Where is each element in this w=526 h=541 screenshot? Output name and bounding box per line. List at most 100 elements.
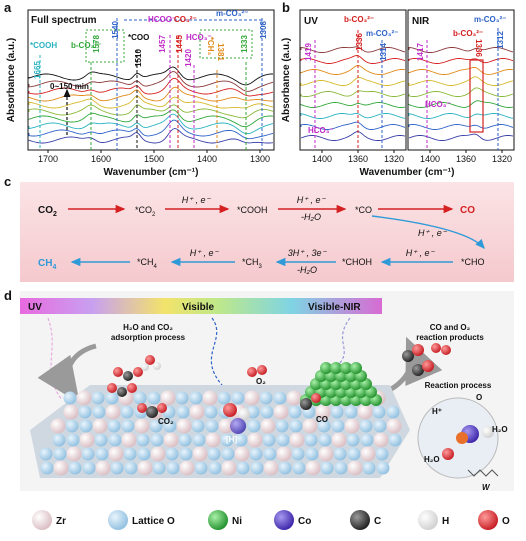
lattice-o-atom bbox=[150, 433, 164, 447]
legend-label: C bbox=[374, 516, 381, 527]
legend-label: Lattice O bbox=[132, 516, 175, 527]
ann-1308: 1308 bbox=[259, 21, 268, 39]
x-tick-label: 1360 bbox=[456, 154, 476, 164]
lattice-o-atom bbox=[108, 433, 122, 447]
ann-1540: 1540 bbox=[111, 21, 120, 39]
nir-1336-box bbox=[469, 59, 484, 133]
ann-coo: *COO bbox=[128, 33, 149, 42]
lattice-o-atom bbox=[247, 419, 261, 433]
lattice-o-atom bbox=[318, 433, 332, 447]
time-label: 0~150 min bbox=[50, 82, 89, 91]
nir-1312: 1312 bbox=[496, 31, 505, 49]
rx-choh: *CHOH bbox=[342, 257, 372, 267]
ads-h bbox=[238, 408, 250, 420]
lattice-o-atom bbox=[263, 447, 277, 461]
rx-he-5: H⁺ , e⁻ bbox=[190, 248, 220, 258]
panel-c: c CO2 *CO2 H⁺ , e⁻ *COOH H⁺ , e⁻ -H₂O *C… bbox=[4, 174, 514, 282]
lattice-o-atom bbox=[359, 419, 373, 433]
label-visible: Visible bbox=[182, 302, 214, 313]
lattice-o-atom bbox=[347, 447, 361, 461]
panel-b: b Absorbance (a.u.) UV NIR 1419 b-CO₃²⁻ … bbox=[281, 0, 515, 178]
lattice-o-atom bbox=[53, 447, 67, 461]
lattice-o-atom bbox=[178, 433, 192, 447]
zr-atom bbox=[302, 418, 318, 434]
lattice-o-atom bbox=[40, 461, 54, 475]
spectrum-line bbox=[300, 121, 406, 130]
lattice-o-atom bbox=[81, 447, 95, 461]
ni-cluster bbox=[300, 362, 382, 406]
ni-atom bbox=[350, 362, 362, 374]
panel-b-xticks: 1400 1360 1320 1400 1360 1320 bbox=[312, 150, 512, 164]
mol-c bbox=[402, 350, 414, 362]
zr-atom bbox=[247, 432, 263, 448]
lattice-o-atom bbox=[121, 419, 135, 433]
spectrum-line bbox=[300, 113, 406, 119]
nir-1336: 1336 bbox=[474, 39, 483, 57]
lattice-o-atom bbox=[333, 447, 347, 461]
label-w: W bbox=[482, 483, 491, 492]
mol-c bbox=[412, 364, 424, 376]
lattice-o-atom bbox=[192, 433, 206, 447]
zr-atom bbox=[179, 460, 195, 476]
lattice-o-atom bbox=[234, 433, 248, 447]
zr-atom bbox=[289, 432, 305, 448]
legend-swatch bbox=[208, 510, 228, 530]
spectrum-line bbox=[408, 47, 514, 53]
lattice-o-atom bbox=[175, 391, 189, 405]
lattice-o-atom bbox=[105, 391, 119, 405]
lattice-o-atom bbox=[305, 447, 319, 461]
zr-atom bbox=[331, 432, 347, 448]
zr-atom bbox=[137, 460, 153, 476]
uv-1336: 1336 bbox=[355, 33, 364, 51]
spectrum-line bbox=[300, 131, 406, 141]
zr-atom bbox=[315, 404, 331, 420]
zr-atom bbox=[63, 404, 79, 420]
zr-atom bbox=[344, 418, 360, 434]
rx-co2: CO2 bbox=[38, 205, 57, 218]
legend-label: Ni bbox=[232, 516, 242, 527]
zr-atom bbox=[386, 418, 402, 434]
lattice-o-atom bbox=[276, 433, 290, 447]
label-h2o-left: H₂O bbox=[424, 455, 440, 464]
panel-c-background bbox=[20, 182, 514, 282]
lattice-o-atom bbox=[273, 391, 287, 405]
zoom-o bbox=[442, 448, 454, 460]
x-tick-label: 1500 bbox=[144, 154, 164, 164]
lattice-o-atom bbox=[79, 419, 93, 433]
uv-bco3: b-CO₃²⁻ bbox=[344, 15, 374, 24]
ann-1510: 1510 bbox=[134, 49, 143, 67]
panel-a-spectra bbox=[28, 66, 274, 144]
lattice-o-atom bbox=[236, 461, 250, 475]
zr-atom bbox=[260, 418, 276, 434]
rx-ads-co2: *CO2 bbox=[135, 205, 156, 218]
zr-atom bbox=[373, 432, 389, 448]
gas-molecules bbox=[107, 343, 451, 434]
lattice-o-atom bbox=[194, 461, 208, 475]
lattice-o-atom bbox=[68, 461, 82, 475]
lattice-o-atom bbox=[133, 391, 147, 405]
rx-3he: 3H⁺ , 3e⁻ bbox=[288, 248, 328, 258]
spectrum-line bbox=[300, 102, 406, 108]
spectrum-line bbox=[28, 95, 274, 109]
panel-a-label: a bbox=[4, 0, 12, 15]
zr-atom bbox=[163, 432, 179, 448]
zr-atom bbox=[360, 446, 376, 462]
zr-atom bbox=[221, 460, 237, 476]
x-tick-label: 1400 bbox=[312, 154, 332, 164]
ann-co3: CO₃²⁻ bbox=[174, 15, 197, 24]
lattice-o-atom bbox=[278, 461, 292, 475]
zoom-h bbox=[482, 426, 494, 438]
mol-o bbox=[441, 345, 451, 355]
lattice-o-atom bbox=[388, 433, 402, 447]
spectrum-line bbox=[408, 58, 514, 64]
mol-c bbox=[117, 387, 127, 397]
x-tick-label: 1300 bbox=[250, 154, 270, 164]
rx-cho: *CHO bbox=[461, 257, 485, 267]
zr-atom bbox=[189, 404, 205, 420]
spectrum-line bbox=[28, 128, 274, 144]
zr-atom bbox=[176, 418, 192, 434]
lattice-o-atom bbox=[346, 433, 360, 447]
ads-c bbox=[146, 406, 158, 418]
lattice-o-atom bbox=[205, 419, 219, 433]
lattice-o-atom bbox=[317, 419, 331, 433]
